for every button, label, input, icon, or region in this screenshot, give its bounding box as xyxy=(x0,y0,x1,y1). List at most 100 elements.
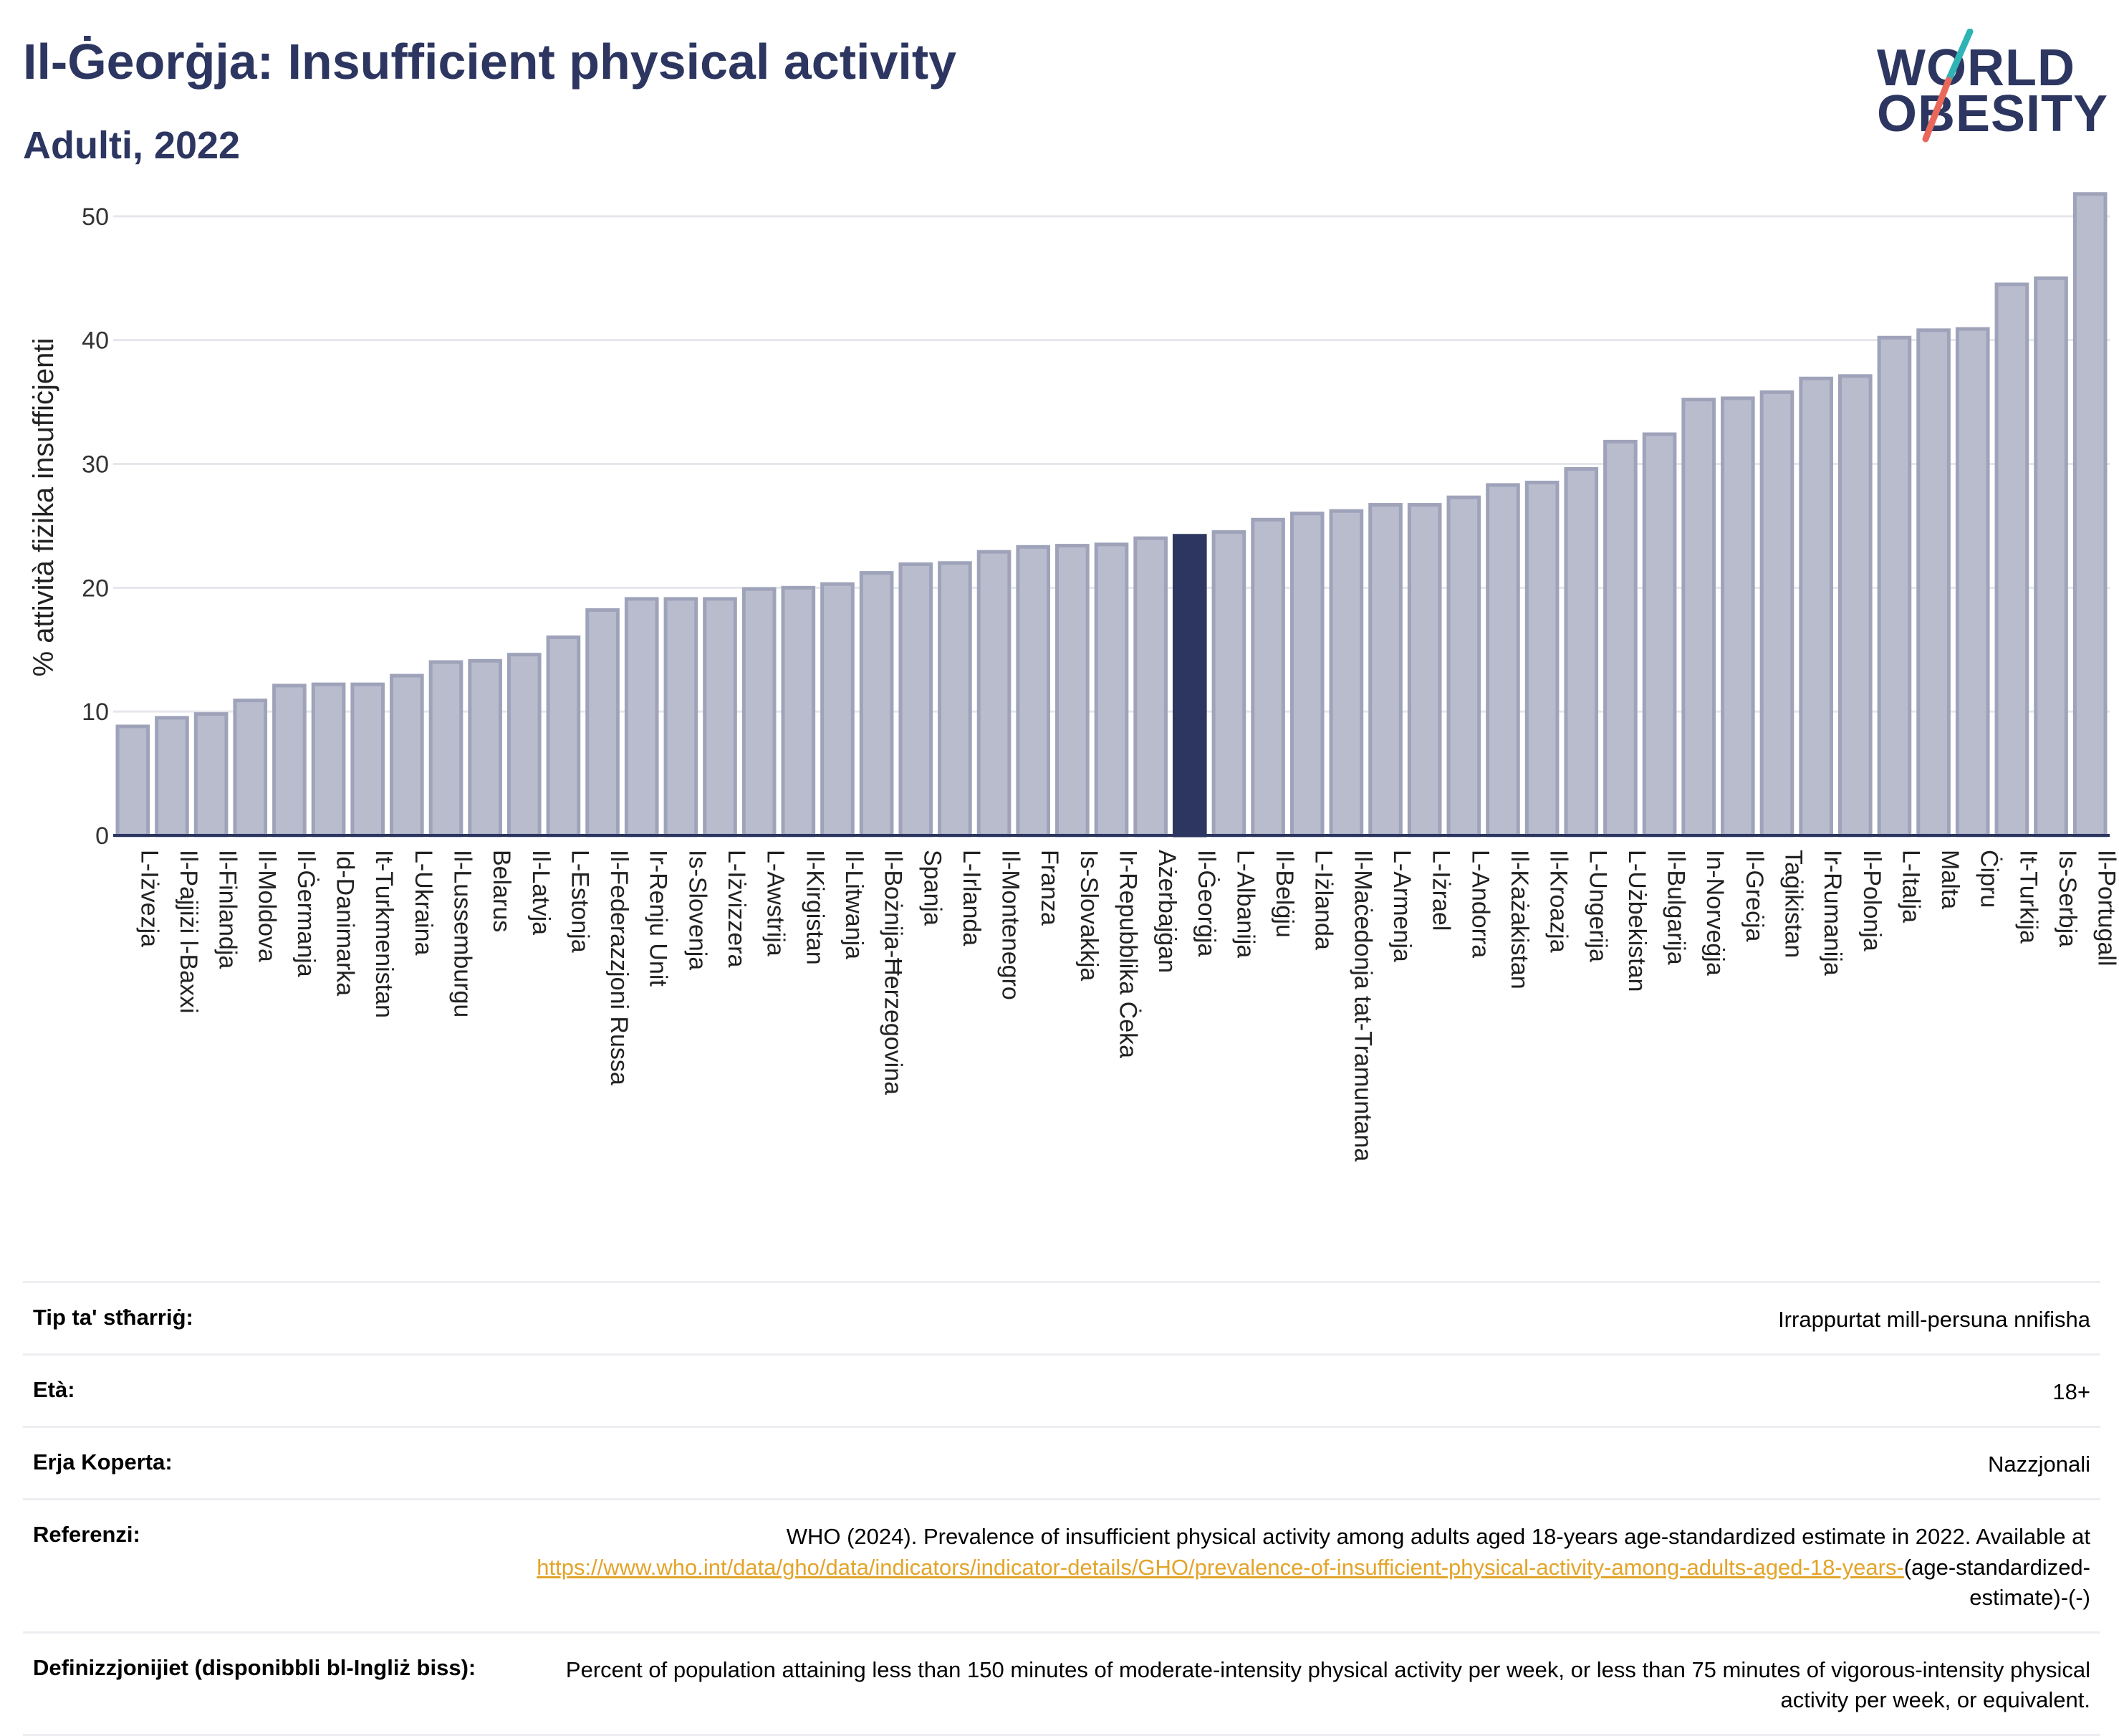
chart-subtitle: Adulti, 2022 xyxy=(23,124,241,167)
logo-slash-bottom xyxy=(1922,77,1952,143)
bar xyxy=(428,660,463,838)
info-label: Età: xyxy=(33,1377,75,1403)
bar xyxy=(390,673,424,838)
x-tick-label: L-Ukraina xyxy=(410,850,437,955)
bar xyxy=(233,699,268,838)
info-label: Tip ta' stħarriġ: xyxy=(33,1305,193,1330)
x-tick-label: Taġikistan xyxy=(1780,850,1807,958)
bar xyxy=(1642,432,1677,838)
x-tick-label: Il-Ġermanja xyxy=(292,850,319,977)
world-obesity-logo: WORLD OBESITY xyxy=(1848,29,2108,158)
x-tick-label: Il-Latvja xyxy=(527,850,554,935)
bar xyxy=(1994,282,2029,838)
bar xyxy=(898,562,933,838)
bar xyxy=(546,635,581,838)
y-tick-labels: 0 10 20 30 40 50 xyxy=(82,203,109,850)
y-axis-label: % attività fiżika insuffiċjenti xyxy=(28,338,59,677)
bar xyxy=(820,582,855,838)
bar xyxy=(1289,512,1325,838)
info-label: Definizzjonijiet (disponibbli bl-Ingliż … xyxy=(33,1654,476,1680)
info-value: Percent of population attaining less tha… xyxy=(565,1656,2090,1713)
info-row-definitions: Definizzjonijiet (disponibbli bl-Ingliż … xyxy=(23,1631,2100,1734)
chart-title: Il-Ġeorġja: Insufficient physical activi… xyxy=(23,34,957,90)
x-tick-label: L-Iżlanda xyxy=(1310,850,1337,950)
x-tick-label: Il-Maċedonja tat-Tramuntana xyxy=(1349,850,1376,1161)
x-tick-label: L-Użbekistan xyxy=(1623,850,1650,992)
bar xyxy=(1524,480,1560,838)
x-tick-label: In-Norveġja xyxy=(1701,850,1729,976)
x-tick-label: L-Albanija xyxy=(1231,850,1259,958)
x-tick-label: Belarus xyxy=(488,850,515,932)
bar xyxy=(311,682,346,838)
x-tick-label: L-Awstrija xyxy=(762,850,789,956)
bar xyxy=(781,585,816,838)
bar xyxy=(859,571,894,838)
x-tick-label: L-Irlanda xyxy=(958,850,985,946)
bar xyxy=(193,712,229,838)
x-tick-label: L-Armenja xyxy=(1388,850,1416,962)
x-tick-label: Is-Slovenja xyxy=(683,850,711,970)
x-tick-label: Il-Belġju xyxy=(1271,850,1298,938)
bar xyxy=(115,724,150,838)
bar xyxy=(350,682,385,838)
y-tick-label: 10 xyxy=(82,699,109,726)
bar xyxy=(976,550,1012,838)
x-tick-label: Malta xyxy=(1936,850,1964,909)
info-row-age: Età: 18+ xyxy=(23,1353,2100,1426)
info-value-references: WHO (2024). Prevalence of insufficient p… xyxy=(529,1522,2090,1612)
bar xyxy=(1721,396,1755,838)
bar xyxy=(624,597,659,838)
x-tick-label: Il-Montenegro xyxy=(997,850,1024,1000)
x-tick-label: Il-Litwanja xyxy=(840,850,868,959)
x-tick-label: Il-Finlandja xyxy=(214,850,241,969)
y-tick-label: 30 xyxy=(82,451,109,479)
x-tick-label: L-Iżrael xyxy=(1428,850,1455,931)
x-tick-label: Il-Pajjiżi l-Baxxi xyxy=(175,850,202,1014)
x-tick-label: L-Iżvezja xyxy=(135,850,163,947)
x-tick-label: L-Ungerija xyxy=(1584,850,1611,962)
x-tick-label: It-Turkija xyxy=(2014,850,2042,944)
bar xyxy=(468,658,502,838)
y-tick-label: 0 xyxy=(95,823,109,850)
bar xyxy=(2034,276,2068,838)
x-tick-label: Franza xyxy=(1036,850,1063,926)
x-tick-label: Il-Bożnija-Ħerzegovina xyxy=(880,850,907,1095)
info-label: Erja Koperta: xyxy=(33,1449,173,1475)
bar xyxy=(1094,542,1129,838)
bar xyxy=(272,684,307,838)
logo-text-world: WORLD xyxy=(1877,39,2075,97)
reference-link[interactable]: https://www.who.int/data/gho/data/indica… xyxy=(537,1554,1904,1580)
bar-highlight xyxy=(1172,534,1207,838)
bar xyxy=(2072,192,2108,838)
bar xyxy=(1446,495,1481,838)
bar xyxy=(1603,439,1638,838)
x-tick-label: Il-Portugall xyxy=(2093,850,2119,967)
bar xyxy=(1133,536,1168,838)
bar xyxy=(1681,398,1716,838)
x-tick-label: Il-Moldova xyxy=(253,850,280,962)
x-tick-label: Il-Federazzjoni Russa xyxy=(605,850,633,1085)
bar xyxy=(155,716,189,838)
bar xyxy=(1368,503,1403,838)
info-value: Irrappurtat mill-persuna nnifisha xyxy=(1778,1307,2090,1332)
bar xyxy=(1486,483,1520,838)
info-table: Tip ta' stħarriġ: Irrappurtat mill-persu… xyxy=(23,1281,2100,1736)
y-tick-label: 40 xyxy=(82,327,109,355)
reference-text: WHO (2024). Prevalence of insufficient p… xyxy=(786,1524,2090,1550)
x-tick-label: Il-Greċja xyxy=(1741,850,1768,942)
y-tick-label: 20 xyxy=(82,575,109,602)
bars xyxy=(115,192,2108,838)
x-tick-label: Il-Ġeorġja xyxy=(1193,850,1220,956)
bar xyxy=(1329,509,1364,838)
x-tick-label: Ażerbajġan xyxy=(1153,850,1181,973)
bar xyxy=(663,597,698,838)
x-tick-label: It-Turkmenistan xyxy=(370,850,398,1018)
info-row-references: Referenzi: WHO (2024). Prevalence of ins… xyxy=(23,1498,2100,1631)
info-value: Nazzjonali xyxy=(1987,1452,2090,1477)
x-tick-label: Il-Bulgarija xyxy=(1663,850,1690,965)
y-tick-label: 50 xyxy=(82,203,109,231)
bar xyxy=(1055,544,1090,838)
logo-slash-icon xyxy=(1922,29,1974,143)
x-tick-label: Il-Kirgistan xyxy=(801,850,828,965)
info-row-survey-type: Tip ta' stħarriġ: Irrappurtat mill-persu… xyxy=(23,1281,2100,1353)
